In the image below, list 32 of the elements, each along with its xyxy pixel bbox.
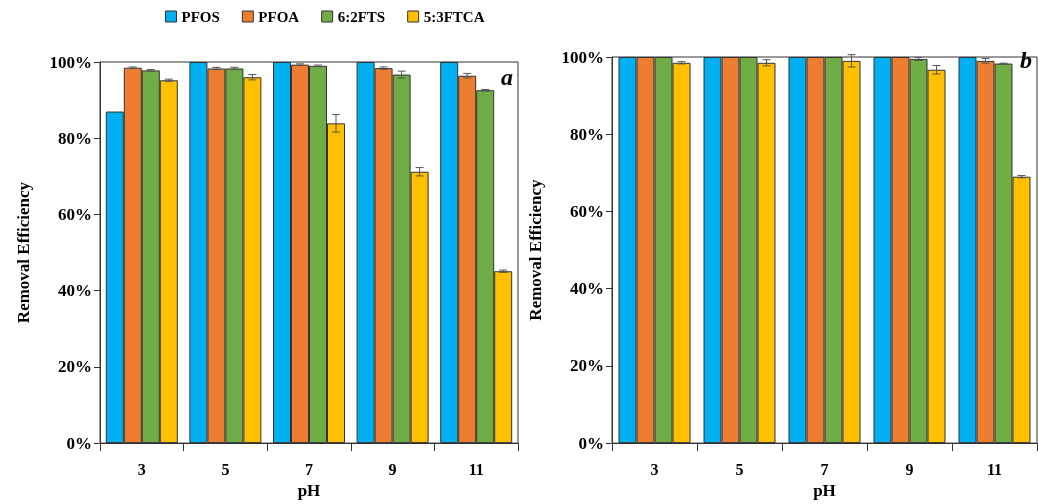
y-tick-label: 0% <box>66 433 92 453</box>
legend-label: PFOS <box>181 8 220 25</box>
x-tick-label: 7 <box>305 460 313 478</box>
y-axis-title: Removal Efficiency <box>14 181 33 324</box>
annotation: b <box>1020 47 1032 73</box>
x-tick-label: 11 <box>986 460 1003 478</box>
x-tick-label: 5 <box>221 460 230 478</box>
legend-label: PFOA <box>258 8 300 25</box>
y-tick-label: 20% <box>570 356 604 376</box>
y-tick-label: 80% <box>570 124 604 144</box>
legend-label: 5:3FTCA <box>423 8 485 25</box>
y-tick-label: 60% <box>570 201 604 221</box>
x-axis-title: pH <box>813 481 836 500</box>
annotation: a <box>501 64 513 90</box>
y-tick-label: 40% <box>570 279 604 299</box>
x-tick-label: 7 <box>820 460 829 478</box>
y-tick-label: 40% <box>58 281 92 301</box>
x-tick-label: 9 <box>905 460 914 478</box>
y-tick-label: 20% <box>58 357 92 377</box>
y-tick-label: 100% <box>561 47 604 67</box>
y-tick-label: 100% <box>49 52 92 72</box>
x-axis-title: pH <box>297 481 321 500</box>
y-tick-label: 80% <box>58 128 92 148</box>
x-tick-label: 5 <box>735 460 744 478</box>
x-tick-label: 11 <box>468 460 484 478</box>
x-tick-label: 3 <box>650 460 659 478</box>
x-tick-label: 9 <box>388 460 397 478</box>
y-tick-label: 60% <box>58 204 92 224</box>
x-tick-label: 3 <box>137 460 146 478</box>
y-tick-label: 0% <box>578 433 604 453</box>
legend-label: 6:2FTS <box>337 8 386 25</box>
y-axis-title: Removal Efficiency <box>526 178 545 321</box>
